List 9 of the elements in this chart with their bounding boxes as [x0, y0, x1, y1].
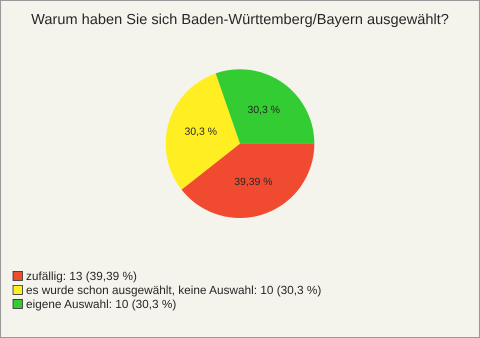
legend-label: es wurde schon ausgewählt, keine Auswahl: 10 (30,3 %) — [26, 285, 321, 296]
pie-slice — [182, 144, 314, 218]
legend-label: eigene Auswahl: 10 (30,3 %) — [26, 299, 176, 310]
chart-title: Warum haben Sie sich Baden-Württemberg/Bayern ausgewählt? — [31, 13, 448, 28]
legend-label: zufällig: 13 (39,39 %) — [26, 271, 136, 282]
data-label: 30,3 % — [184, 128, 217, 136]
data-label: 39,39 % — [234, 178, 272, 186]
pie-slice — [216, 69, 314, 144]
data-label: 30,3 % — [248, 106, 280, 114]
